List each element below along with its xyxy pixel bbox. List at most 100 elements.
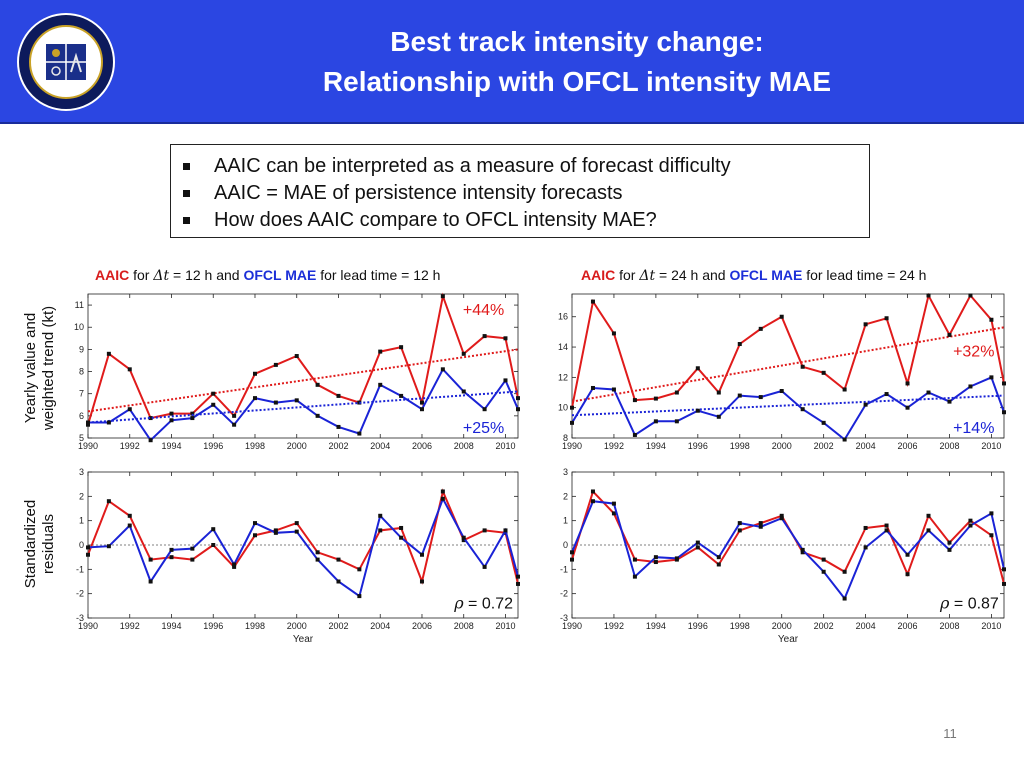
- data-point: [482, 334, 487, 339]
- y-tick-label: -2: [76, 589, 84, 599]
- data-point: [779, 314, 784, 319]
- y-tick-label: 8: [79, 367, 84, 377]
- data-point: [590, 489, 595, 494]
- data-point: [106, 420, 111, 425]
- data-point: [570, 557, 574, 562]
- data-point: [503, 336, 508, 341]
- data-point: [440, 496, 445, 501]
- data-point: [86, 552, 90, 557]
- x-tick-label: 2008: [939, 441, 959, 451]
- data-point: [863, 545, 868, 550]
- y-tick-label: -1: [560, 564, 568, 574]
- data-point: [357, 567, 362, 572]
- data-point: [252, 521, 257, 526]
- bullet-text: AAIC can be interpreted as a measure of …: [214, 155, 731, 177]
- data-point: [294, 521, 299, 526]
- x-tick-label: 2006: [898, 621, 918, 631]
- data-point: [169, 411, 174, 416]
- data-point: [863, 525, 868, 530]
- data-point: [800, 407, 805, 412]
- percent-change-annotation: +44%: [463, 302, 504, 319]
- x-tick-label: 2010: [981, 621, 1001, 631]
- data-point: [419, 400, 424, 405]
- series-line: [571, 376, 1005, 441]
- data-point: [863, 402, 868, 407]
- data-point: [252, 533, 257, 538]
- bullet-text: AAIC = MAE of persistence intensity fore…: [214, 182, 623, 204]
- data-point: [315, 413, 320, 418]
- data-point: [482, 407, 487, 412]
- x-tick-label: 1996: [688, 621, 708, 631]
- lead-text: = 24 h and: [659, 267, 726, 283]
- x-tick-label: 1992: [604, 621, 624, 631]
- x-tick-label: 2000: [287, 621, 307, 631]
- rho-value: = 0.87: [949, 595, 998, 612]
- y-tick-label: 1: [563, 516, 568, 526]
- data-point: [779, 516, 784, 521]
- x-tick-label: 2002: [328, 441, 348, 451]
- data-point: [800, 547, 805, 552]
- data-point: [674, 390, 679, 395]
- x-tick-label: 2004: [370, 621, 390, 631]
- for-text: for: [133, 267, 150, 283]
- square-bullet-icon: [183, 163, 190, 170]
- x-tick-label: 1994: [646, 621, 666, 631]
- data-point: [737, 342, 742, 347]
- bullet-text: How does AAIC compare to OFCL intensity …: [214, 209, 657, 231]
- tail-text: for lead time = 24 h: [806, 267, 927, 283]
- y-tick-label: 3: [563, 467, 568, 477]
- ofcl-label: OFCL MAE: [243, 267, 317, 283]
- top-row-ylabel: Yearly value and weighted trend (kt): [22, 288, 58, 448]
- data-point: [842, 387, 847, 392]
- data-point: [440, 367, 445, 372]
- data-point: [1002, 581, 1006, 586]
- data-point: [674, 556, 679, 561]
- data-point: [503, 378, 508, 383]
- data-point: [252, 371, 257, 376]
- data-point: [399, 345, 404, 350]
- data-point: [611, 501, 616, 506]
- data-point: [482, 564, 487, 569]
- data-point: [653, 560, 658, 565]
- aaic-label: AAIC: [581, 267, 616, 283]
- square-bullet-icon: [183, 217, 190, 224]
- data-point: [968, 523, 973, 528]
- data-point: [570, 550, 574, 555]
- series-line: [571, 500, 1005, 601]
- data-point: [779, 389, 784, 394]
- y-tick-label: -3: [76, 613, 84, 623]
- data-point: [947, 540, 952, 545]
- data-point: [461, 389, 466, 394]
- data-point: [653, 419, 658, 424]
- chart-bottom-left: -3 -2 -1 0 1 2 3 1990 1992 1994 1996 1998 2000 2002 20…: [76, 467, 520, 645]
- data-point: [632, 557, 637, 562]
- data-point: [821, 569, 826, 574]
- data-point: [989, 317, 994, 322]
- data-point: [86, 422, 90, 427]
- data-point: [315, 557, 320, 562]
- data-point: [926, 513, 931, 518]
- percent-change-annotation: +14%: [953, 420, 994, 437]
- data-point: [461, 535, 466, 540]
- x-tick-label: 1998: [245, 441, 265, 451]
- data-point: [190, 557, 195, 562]
- x-tick-label: 2008: [454, 621, 474, 631]
- y-tick-label: 10: [74, 322, 84, 332]
- data-point: [758, 395, 763, 400]
- plot-frame: [87, 471, 519, 619]
- x-tick-label: 1990: [562, 621, 582, 631]
- x-tick-label: 2002: [328, 621, 348, 631]
- slide-title-line2: Relationship with OFCL intensity MAE: [322, 66, 832, 97]
- x-axis-label: Year: [293, 634, 314, 645]
- data-point: [863, 322, 868, 327]
- data-point: [440, 294, 445, 299]
- data-point: [516, 581, 520, 586]
- aaic-label: AAIC: [95, 267, 130, 283]
- data-point: [482, 528, 487, 533]
- data-point: [399, 535, 404, 540]
- data-point: [905, 572, 910, 577]
- data-point: [357, 594, 362, 599]
- data-point: [378, 528, 383, 533]
- data-point: [357, 431, 362, 436]
- data-point: [1002, 381, 1006, 386]
